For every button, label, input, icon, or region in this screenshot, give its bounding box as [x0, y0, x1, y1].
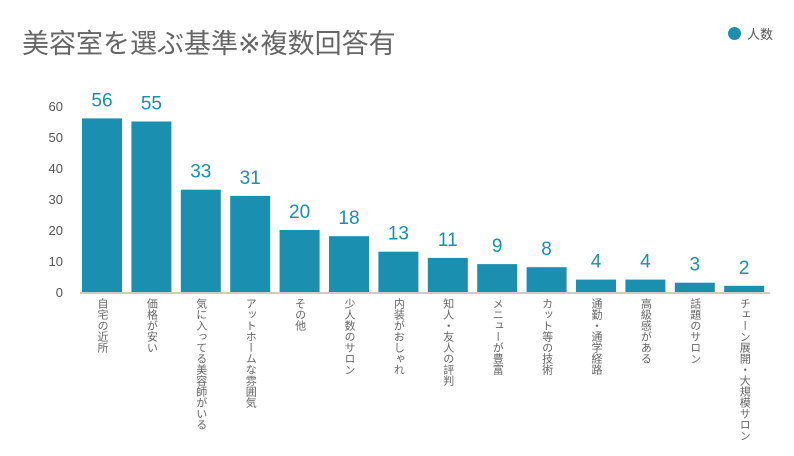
- y-tick-label: 30: [49, 192, 63, 207]
- y-tick-label: 0: [56, 285, 63, 300]
- x-tick-label: 話題のサロン: [688, 298, 702, 364]
- bar[interactable]: [279, 230, 320, 292]
- data-label: 55: [141, 94, 162, 115]
- bar[interactable]: [625, 279, 666, 292]
- x-tick-label: その他: [293, 298, 307, 331]
- data-label: 4: [640, 252, 651, 273]
- x-tick-label: 自宅の近所: [96, 298, 109, 353]
- bar[interactable]: [576, 279, 616, 292]
- bar[interactable]: [526, 267, 567, 292]
- data-label: 18: [338, 208, 359, 229]
- data-label: 4: [591, 252, 602, 273]
- data-label: 2: [739, 258, 750, 279]
- x-tick-label: 価格が安い: [145, 298, 159, 353]
- y-tick-label: 50: [49, 130, 63, 145]
- y-tick-label: 40: [49, 161, 63, 176]
- data-label: 3: [690, 255, 701, 276]
- bar[interactable]: [477, 264, 518, 292]
- legend-label[interactable]: 人数: [747, 28, 774, 43]
- x-tick-label: 通勤・通学経路: [590, 298, 603, 375]
- bar[interactable]: [180, 189, 221, 292]
- x-tick-label: 高級感がある: [639, 298, 653, 364]
- x-tick-label: 内装がおしゃれ: [392, 298, 406, 375]
- data-label: 33: [190, 162, 211, 183]
- bar[interactable]: [230, 195, 271, 292]
- x-tick-label: メニューが豊富: [491, 298, 505, 375]
- bar[interactable]: [724, 285, 765, 292]
- legend: 人数: [728, 24, 773, 43]
- x-tick-label: チェーン展開・大規模サロン: [738, 298, 752, 441]
- x-tick-label: 少人数のサロン: [343, 298, 356, 375]
- legend-marker: [728, 27, 741, 40]
- x-tick-label: カット等の技術: [540, 298, 554, 375]
- x-tick-label: 気に入ってる美容師がいる: [194, 298, 208, 430]
- bar[interactable]: [427, 257, 468, 292]
- data-label: 9: [492, 236, 503, 257]
- data-label: 13: [388, 224, 409, 245]
- data-label: 11: [438, 230, 458, 251]
- x-tick-label: アットホームな雰囲気: [244, 298, 258, 408]
- data-label: 56: [91, 90, 112, 111]
- data-label: 20: [289, 202, 310, 223]
- bar[interactable]: [329, 236, 369, 292]
- bar[interactable]: [131, 121, 172, 293]
- x-tick-label: 知人・友人の評判: [441, 298, 455, 386]
- y-tick-label: 60: [49, 99, 63, 114]
- bar[interactable]: [378, 251, 419, 292]
- bar[interactable]: [82, 118, 122, 293]
- y-tick-label: 20: [49, 223, 63, 238]
- data-label: 31: [240, 168, 261, 189]
- data-label: 8: [541, 239, 552, 260]
- chart-title: 美容室を選ぶ基準※複数回答有: [22, 29, 396, 60]
- y-tick-label: 10: [49, 254, 63, 269]
- bar[interactable]: [674, 282, 715, 292]
